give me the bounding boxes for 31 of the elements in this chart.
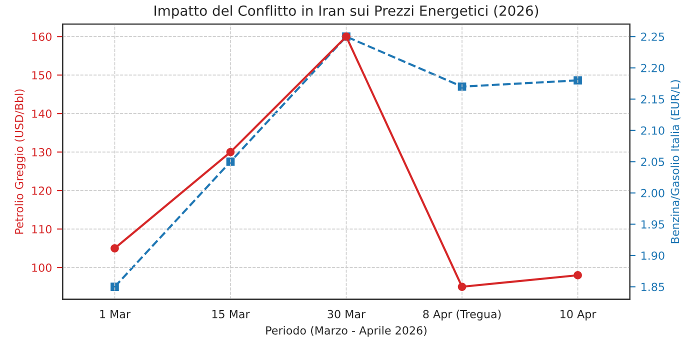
y2-tick-label: 2.15 (641, 95, 664, 104)
point (110, 244, 119, 252)
x-tick-label: 8 Apr (Tregua) (423, 310, 501, 320)
y-tick-label: 150 (32, 71, 52, 80)
x-tick-label: 1 Mar (100, 310, 131, 318)
point (110, 282, 119, 291)
y2-tick-label: 1.90 (642, 251, 664, 260)
y2-tick-label: 2.05 (641, 158, 664, 166)
y-tick-label: 160 (32, 32, 52, 41)
y-tick-label: 100 (32, 264, 52, 272)
x-tick-label: 10 Apr (560, 310, 596, 320)
y-tick-label: 120 (32, 186, 52, 195)
point (226, 148, 235, 156)
point (574, 271, 582, 280)
point (574, 76, 582, 85)
y2-tick-label: 1.95 (642, 220, 664, 229)
y2-tick-label: 2.10 (641, 126, 664, 135)
y-axis-title: Petrolio Greggio (USD/Bbl) (14, 89, 26, 234)
y-tick-label: 130 (32, 148, 52, 156)
y2-tick-label: 1.85 (642, 282, 664, 292)
x-tick-label: 30 Mar (328, 310, 366, 318)
x-tick-label: 15 Mar (212, 310, 250, 318)
y-tick-label: 110 (32, 225, 52, 234)
y2-tick-label: 2.00 (641, 188, 664, 198)
y2-tick-label: 2.20 (641, 64, 664, 72)
chart-title: Impatto del Conflitto in Iran sui Prezzi Energetici (2026) (154, 5, 538, 19)
y2-axis-title: Benzina/Gasolio Italia (EUR/L) (670, 80, 680, 244)
y2-tick-label: 2.25 (641, 32, 664, 41)
x-axis-title: Periodo (Marzo - Aprile 2026) (266, 326, 426, 337)
y-tick-label: 140 (32, 110, 52, 118)
point (458, 282, 466, 291)
